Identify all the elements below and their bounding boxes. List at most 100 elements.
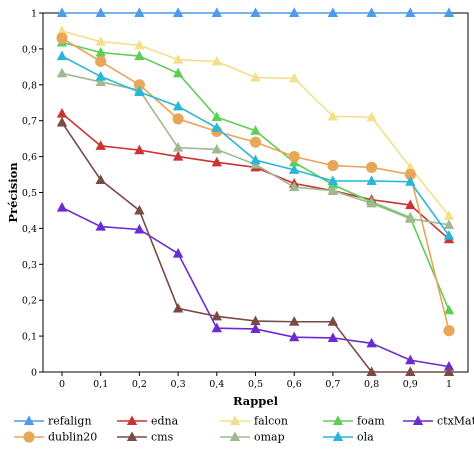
legend-swatch-marker	[126, 415, 138, 426]
data-point-refalign	[366, 7, 377, 18]
data-point-dublin20	[95, 55, 107, 68]
series-falcon	[56, 25, 455, 220]
data-point-falcon	[405, 161, 416, 172]
y-tick-label: 0,1	[22, 332, 37, 343]
data-point-ola	[443, 230, 455, 240]
data-point-ola	[327, 175, 339, 186]
x-tick-label: 0,8	[364, 379, 379, 390]
data-point-falcon	[366, 111, 377, 122]
data-point-falcon	[327, 110, 339, 121]
data-point-cms	[95, 174, 106, 184]
legend-item-refalign[interactable]: refalign	[14, 415, 92, 428]
series-refalign	[56, 7, 455, 18]
data-point-ctxmatch2-1	[366, 337, 377, 348]
data-point-ctxmatch2-1	[134, 223, 145, 234]
y-tick-label: 0,4	[22, 224, 37, 235]
data-point-ctxmatch2-1	[327, 332, 339, 342]
data-point-dublin20	[249, 136, 262, 148]
y-tick-label: 0,8	[22, 80, 37, 91]
data-point-cms	[56, 116, 68, 127]
data-point-refalign	[250, 7, 261, 18]
data-point-falcon	[172, 54, 184, 64]
data-point-dublin20	[366, 161, 378, 173]
legend-label: ola	[357, 431, 374, 444]
series-ctxmatch2-1	[56, 201, 455, 371]
legend-item-edna[interactable]: edna	[117, 415, 179, 428]
data-point-ctxmatch2-1	[405, 354, 416, 365]
data-point-falcon	[443, 210, 455, 220]
x-tick-label: 0,7	[325, 379, 340, 390]
data-point-omap	[289, 181, 300, 192]
data-point-foam	[134, 50, 145, 61]
legend-item-dublin20[interactable]: dublin20	[14, 431, 97, 444]
data-point-ctxmatch2-1	[95, 221, 106, 231]
data-point-omap	[327, 185, 339, 195]
data-point-falcon	[95, 36, 106, 46]
legend-item-ola[interactable]: ola	[323, 431, 374, 444]
data-point-cms	[250, 315, 261, 326]
data-point-edna	[95, 140, 106, 150]
legend: refalign edna falcon foam ctxMatch2-1 dublin2…	[14, 415, 474, 444]
data-point-dublin20	[404, 168, 416, 181]
legend-item-foam[interactable]: foam	[323, 415, 385, 428]
data-point-ctxmatch2-1	[211, 322, 222, 333]
x-axis-title: Rappel	[233, 394, 279, 408]
data-point-refalign	[56, 7, 68, 18]
x-tick-label: 0,3	[171, 379, 186, 390]
y-tick-label: 0,5	[22, 188, 37, 199]
data-point-ctxmatch2-1	[172, 247, 184, 258]
data-point-cms	[405, 366, 416, 377]
data-point-refalign	[211, 7, 222, 18]
legend-swatch-marker	[23, 415, 35, 426]
data-point-omap	[172, 142, 184, 152]
data-point-foam	[250, 125, 261, 135]
legend-label: dublin20	[48, 431, 97, 444]
data-point-omap	[211, 143, 222, 154]
legend-item-falcon[interactable]: falcon	[220, 415, 288, 428]
data-point-cms	[172, 302, 184, 313]
data-point-dublin20	[327, 159, 339, 172]
data-point-ctxmatch2-1	[443, 361, 455, 371]
data-point-cms	[327, 316, 339, 326]
y-tick-label: 0,2	[22, 296, 37, 307]
data-point-cms	[366, 366, 377, 377]
data-point-ctxmatch2-1	[56, 201, 68, 212]
legend-item-omap[interactable]: omap	[220, 431, 285, 444]
data-point-refalign	[289, 7, 300, 18]
data-point-edna	[405, 199, 416, 210]
legend-label: foam	[357, 415, 385, 428]
data-point-edna	[134, 144, 145, 155]
series-line-dublin20	[61, 37, 450, 331]
data-point-omap	[56, 67, 68, 78]
data-point-ola	[172, 100, 184, 111]
data-point-ola	[134, 86, 145, 97]
legend-swatch-marker	[229, 415, 241, 426]
data-point-cms	[289, 316, 300, 326]
data-point-dublin20	[288, 151, 300, 163]
data-point-falcon	[289, 72, 300, 83]
data-point-ctxmatch2-1	[289, 331, 300, 342]
legend-item-ctxmatch2-1[interactable]: ctxMatch2-1	[403, 415, 474, 428]
data-point-dublin20	[56, 32, 68, 44]
y-tick-label: 0,3	[22, 260, 37, 271]
data-point-ola	[211, 122, 222, 132]
data-point-cms	[443, 366, 455, 377]
series-cms	[56, 116, 455, 377]
series-line-falcon	[61, 30, 450, 217]
legend-item-cms[interactable]: cms	[117, 431, 174, 444]
data-point-ola	[250, 154, 261, 165]
data-point-ola	[405, 176, 416, 186]
data-point-cms	[134, 204, 145, 215]
x-tick-label: 0,2	[132, 379, 147, 390]
data-point-refalign	[443, 7, 455, 18]
data-point-foam	[211, 111, 222, 122]
data-point-refalign	[327, 7, 339, 18]
legend-label: edna	[151, 415, 179, 428]
series-line-ctxmatch2-1	[61, 206, 450, 368]
data-point-refalign	[172, 7, 184, 18]
data-point-foam	[443, 304, 455, 315]
x-tick-label: 0,4	[209, 379, 224, 390]
data-point-edna	[211, 156, 222, 167]
